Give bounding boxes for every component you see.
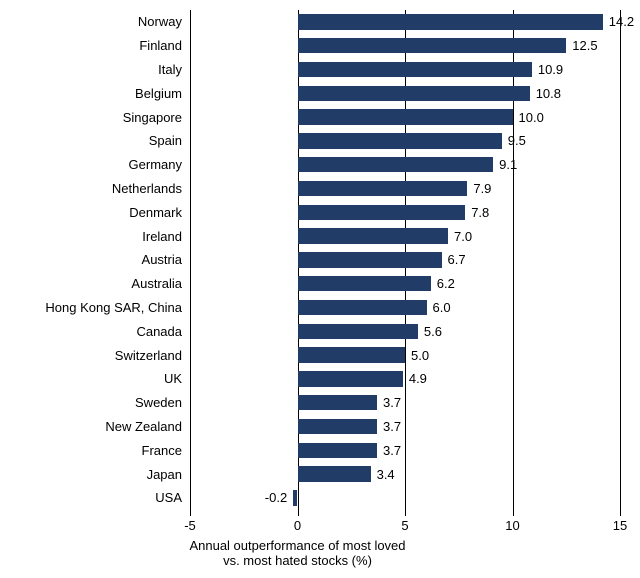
- value-label: 5.6: [424, 324, 442, 339]
- category-label: Sweden: [135, 395, 182, 410]
- category-label: New Zealand: [105, 419, 182, 434]
- category-label: Belgium: [135, 86, 182, 101]
- category-label: Netherlands: [112, 181, 182, 196]
- x-axis-label-line2: vs. most hated stocks (%): [148, 553, 448, 568]
- bar: [298, 133, 502, 148]
- category-label: Spain: [149, 133, 182, 148]
- bar: [298, 324, 418, 339]
- outperformance-bar-chart: 14.2 12.5 10.9 10.8 10.0 9.5 9.1 7.9 7.8 7.0 6.7 6.…: [0, 0, 640, 578]
- category-label: Norway: [138, 14, 182, 29]
- category-label: Japan: [147, 467, 182, 482]
- x-tick-mark: [620, 510, 621, 516]
- value-label: 7.0: [454, 229, 472, 244]
- bar-row: [190, 105, 620, 129]
- bar-row: [190, 224, 620, 248]
- value-label: 3.7: [383, 395, 401, 410]
- bar: [298, 157, 494, 172]
- x-tick-label: 0: [294, 518, 301, 533]
- category-label: UK: [164, 371, 182, 386]
- value-label: 9.1: [499, 157, 517, 172]
- value-label: 4.9: [409, 371, 427, 386]
- value-label: 6.2: [437, 276, 455, 291]
- bar-row: [190, 10, 620, 34]
- bar-row: [190, 319, 620, 343]
- value-label: 5.0: [411, 348, 429, 363]
- bar: [298, 300, 427, 315]
- bar-row: [190, 438, 620, 462]
- bar: [298, 466, 371, 481]
- value-label: 14.2: [609, 14, 634, 29]
- category-label: Italy: [158, 62, 182, 77]
- x-tick-mark: [298, 510, 299, 516]
- bar-row: [190, 34, 620, 58]
- x-tick-mark: [190, 510, 191, 516]
- bar: [293, 490, 297, 505]
- bar: [298, 395, 378, 410]
- category-label: Denmark: [129, 205, 182, 220]
- bar: [298, 228, 449, 243]
- bar-row: [190, 200, 620, 224]
- bar: [298, 38, 567, 53]
- bar: [298, 371, 403, 386]
- bar: [298, 347, 406, 362]
- bar: [298, 252, 442, 267]
- bar: [298, 205, 466, 220]
- category-label: Germany: [129, 157, 182, 172]
- value-label: 12.5: [572, 38, 597, 53]
- category-label: Ireland: [142, 229, 182, 244]
- value-label: 9.5: [508, 133, 526, 148]
- value-label: 3.4: [377, 467, 395, 482]
- x-tick-label: 15: [613, 518, 627, 533]
- category-label: USA: [155, 490, 182, 505]
- x-tick-label: 5: [401, 518, 408, 533]
- x-tick-label: -5: [184, 518, 196, 533]
- category-label: Australia: [131, 276, 182, 291]
- value-label: 7.8: [471, 205, 489, 220]
- bar-row: [190, 272, 620, 296]
- bar-row: [190, 391, 620, 415]
- category-label: Switzerland: [115, 348, 182, 363]
- value-label: 10.9: [538, 62, 563, 77]
- x-tick-mark: [405, 510, 406, 516]
- bar: [298, 86, 530, 101]
- category-label: Singapore: [123, 110, 182, 125]
- bar-row: [190, 177, 620, 201]
- bar: [298, 62, 532, 77]
- plot-area: 14.212.510.910.810.09.59.17.97.87.06.76.…: [190, 10, 620, 510]
- category-label: Austria: [142, 252, 182, 267]
- bar-row: [190, 343, 620, 367]
- bar-row: [190, 486, 620, 510]
- bar: [298, 443, 378, 458]
- bar: [298, 109, 513, 124]
- bar: [298, 14, 603, 29]
- bar-row: [190, 153, 620, 177]
- category-label: Hong Kong SAR, China: [45, 300, 182, 315]
- bar: [298, 419, 378, 434]
- x-axis-label-line1: Annual outperformance of most loved: [148, 538, 448, 553]
- category-label: France: [142, 443, 182, 458]
- bar-row: [190, 129, 620, 153]
- bar-row: [190, 415, 620, 439]
- x-tick-mark: [513, 510, 514, 516]
- value-label: 3.7: [383, 443, 401, 458]
- value-label: 10.8: [536, 86, 561, 101]
- category-label: Canada: [136, 324, 182, 339]
- bar-row: [190, 367, 620, 391]
- bar: [298, 181, 468, 196]
- bar-row: [190, 462, 620, 486]
- bar: [298, 276, 431, 291]
- value-label: 7.9: [473, 181, 491, 196]
- gridline: [620, 10, 621, 510]
- value-label: 3.7: [383, 419, 401, 434]
- category-label: Finland: [139, 38, 182, 53]
- value-label: 6.7: [448, 252, 466, 267]
- bar-row: [190, 248, 620, 272]
- value-label: 6.0: [433, 300, 451, 315]
- value-label: 10.0: [519, 110, 544, 125]
- bar-row: [190, 296, 620, 320]
- value-label: -0.2: [265, 490, 287, 505]
- x-tick-label: 10: [505, 518, 519, 533]
